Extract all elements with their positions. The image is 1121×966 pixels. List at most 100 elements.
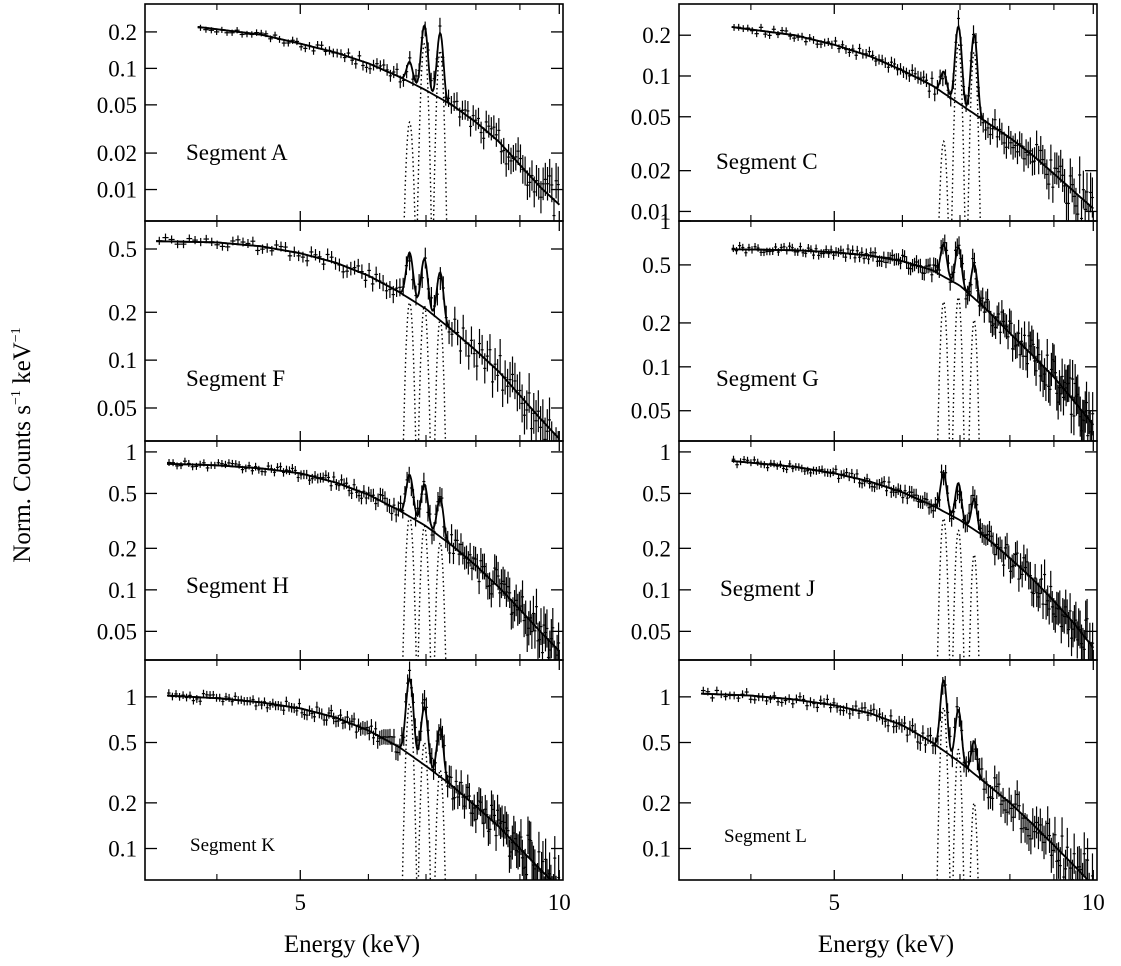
data-point (911, 258, 915, 273)
x-tick-label: 5 (295, 890, 307, 915)
data-point (230, 697, 234, 706)
data-point (245, 697, 249, 706)
data-point (435, 50, 439, 67)
data-point (208, 691, 212, 699)
data-point (892, 720, 896, 734)
data-point (426, 278, 430, 300)
data-point (350, 55, 354, 65)
data-point (872, 703, 876, 716)
data-point (463, 546, 467, 570)
line-component (417, 304, 431, 441)
data-point (479, 548, 483, 574)
data-point (892, 485, 896, 497)
data-point (907, 69, 911, 82)
y-tick-label: 0.2 (642, 311, 671, 336)
model-curve (167, 677, 553, 880)
data-point (924, 73, 928, 87)
data-point (357, 718, 361, 732)
data-point (784, 27, 789, 35)
data-point (251, 695, 255, 704)
data-point (1088, 205, 1090, 221)
data-point (240, 465, 245, 474)
data-point (302, 709, 306, 720)
y-tick-label: 1 (660, 209, 672, 234)
data-point (516, 137, 520, 166)
data-point (779, 698, 784, 707)
data-point (991, 118, 995, 140)
data-point (951, 73, 955, 90)
y-tick-label: 0.1 (108, 348, 137, 373)
data-point (1090, 641, 1092, 660)
data-point (745, 24, 751, 32)
model-curve (731, 460, 1094, 649)
data-point (327, 472, 331, 483)
data-point (1039, 136, 1043, 165)
data-point (758, 23, 764, 31)
data-point (991, 532, 995, 554)
data-point (287, 702, 291, 712)
data-point (796, 33, 801, 41)
data-point (929, 499, 933, 514)
data-point (989, 525, 993, 547)
data-point (1011, 135, 1015, 160)
data-point (916, 70, 920, 84)
data-point (339, 49, 343, 59)
data-point (745, 456, 750, 464)
data-point (411, 72, 415, 87)
data-point (518, 371, 522, 410)
data-point (186, 459, 191, 467)
data-point (861, 49, 865, 59)
data-point (705, 687, 711, 696)
data-point (971, 486, 975, 505)
data-point (974, 268, 978, 289)
data-point (372, 730, 376, 745)
data-point (736, 694, 741, 703)
data-point (461, 314, 465, 342)
data-point (1007, 787, 1011, 815)
data-point (986, 288, 990, 311)
y-tick-label: 0.5 (642, 481, 671, 506)
data-point (555, 646, 557, 660)
line-component (432, 49, 448, 221)
data-point (284, 465, 288, 475)
data-point (1036, 816, 1040, 850)
data-point (1055, 843, 1059, 880)
data-point (817, 251, 821, 260)
data-point (877, 54, 881, 65)
data-point (1065, 827, 1069, 867)
data-point (825, 694, 830, 705)
data-point (394, 507, 398, 523)
data-point (752, 456, 757, 464)
continuum-curve (197, 26, 560, 206)
plot-area (731, 455, 1095, 660)
data-point (428, 743, 432, 764)
data-point (346, 48, 351, 58)
y-tick-label: 0.02 (631, 159, 671, 184)
data-point (785, 465, 789, 474)
data-point (430, 525, 434, 545)
data-point (1006, 324, 1010, 350)
data-point (216, 459, 221, 467)
data-point (230, 236, 236, 246)
data-point (860, 478, 864, 489)
data-point (1023, 554, 1027, 581)
data-point (466, 774, 470, 801)
data-point (1085, 381, 1089, 424)
data-point (234, 460, 238, 468)
data-point (175, 462, 180, 470)
y-tick-label: 0.05 (97, 93, 137, 118)
panel-frame (144, 440, 564, 661)
plot-area (731, 234, 1095, 441)
data-point (406, 674, 410, 692)
data-point (798, 242, 802, 251)
y-tick-label: 0.2 (642, 536, 671, 561)
data-point (798, 692, 802, 702)
data-point (814, 244, 818, 253)
data-point (315, 40, 320, 49)
data-point (809, 245, 813, 254)
data-point (1069, 395, 1073, 434)
data-point (774, 243, 778, 251)
data-point (820, 465, 824, 474)
data-point (801, 694, 806, 704)
data-point (771, 25, 776, 33)
